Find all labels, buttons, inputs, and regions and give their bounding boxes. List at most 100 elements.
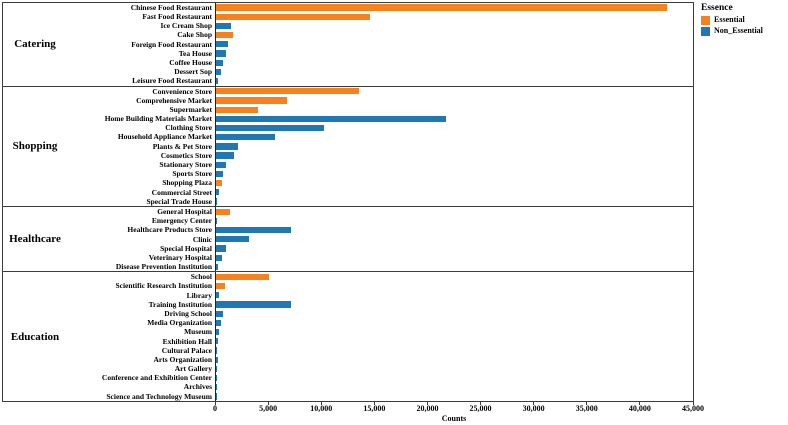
bar-track — [215, 141, 693, 151]
category-row: Household Appliance Market — [67, 132, 693, 142]
x-tick: 0 — [213, 402, 217, 414]
category-row: Convenience Store — [67, 86, 693, 96]
bar-non_essential — [216, 161, 226, 168]
bar-track — [215, 12, 693, 22]
x-tick-label: 25,000 — [469, 404, 492, 413]
category-row: Exhibition Hall — [67, 336, 693, 346]
category-label: Special Hospital — [160, 243, 212, 253]
x-tick: 35,000 — [576, 402, 598, 414]
bar-track — [215, 114, 693, 124]
category-row: Shopping Plaza — [67, 178, 693, 188]
category-row: Conference and Exhibition Center — [67, 373, 693, 383]
x-tick: 25,000 — [470, 402, 492, 414]
bar-non_essential — [216, 254, 222, 261]
bar-track — [215, 309, 693, 319]
category-row: Ice Cream Shop — [67, 21, 693, 31]
x-tick-mark — [639, 402, 641, 405]
category-label: Tea House — [178, 48, 212, 58]
bar-track — [215, 58, 693, 68]
bar-track — [215, 169, 693, 179]
bar-track — [215, 30, 693, 40]
x-tick: 45,000 — [682, 402, 704, 414]
bar-track — [215, 336, 693, 346]
bar-essential — [216, 180, 223, 187]
bar-track — [215, 253, 693, 263]
bar-non_essential — [216, 77, 219, 85]
category-label: Emergency Center — [151, 216, 212, 226]
category-row: Arts Organization — [67, 355, 693, 365]
x-tick: 30,000 — [523, 402, 545, 414]
category-label: Convenience Store — [152, 86, 212, 96]
category-row: Foreign Food Restaurant — [67, 39, 693, 49]
bar-non_essential — [216, 393, 217, 400]
x-tick-mark — [320, 402, 322, 405]
category-row: Emergency Center — [67, 216, 693, 226]
category-label: Driving School — [164, 308, 212, 318]
category-row: Science and Technology Museum — [67, 391, 693, 402]
category-label: Foreign Food Restaurant — [131, 39, 212, 49]
bar-essential — [216, 13, 370, 20]
bar-non_essential — [216, 68, 222, 76]
group-rows: General Hospital Emergency Center Healthca… — [67, 207, 693, 272]
non_essential-swatch — [701, 27, 710, 36]
category-label: Clinic — [192, 234, 212, 244]
bar-non_essential — [216, 152, 235, 159]
category-label: Sports Store — [172, 169, 212, 179]
bar-essential — [216, 32, 233, 39]
category-label: Coffee House — [169, 57, 212, 67]
group-label: Healthcare — [9, 233, 61, 246]
x-tick: 15,000 — [363, 402, 385, 414]
bar-track — [215, 234, 693, 244]
category-label: Exhibition Hall — [162, 336, 212, 346]
category-label: Healthcare Products Store — [127, 225, 212, 235]
category-row: Library — [67, 290, 693, 300]
category-label: Conference and Exhibition Center — [101, 373, 212, 383]
bar-track — [215, 299, 693, 310]
bar-track — [215, 76, 693, 86]
x-tick-label: 15,000 — [363, 404, 386, 413]
category-row: Stationary Store — [67, 160, 693, 170]
bar-essential — [216, 283, 225, 290]
bar-essential — [216, 106, 259, 113]
category-row: Museum — [67, 327, 693, 337]
category-label: Science and Technology Museum — [106, 391, 212, 401]
category-label: Stationary Store — [159, 160, 212, 170]
category-row: Chinese Food Restaurant — [67, 3, 693, 13]
category-label: Household Appliance Market — [117, 132, 212, 142]
bar-track — [215, 3, 693, 13]
x-tick-mark — [586, 402, 588, 405]
x-tick: 20,000 — [416, 402, 438, 414]
bar-track — [215, 150, 693, 161]
bar-track — [215, 318, 693, 328]
category-label: Fast Food Restaurant — [142, 12, 212, 22]
bar-track — [215, 262, 693, 272]
bar-non_essential — [216, 22, 231, 30]
group-label: Catering — [14, 38, 56, 51]
group-section: Shopping Convenience Store Comprehensive M… — [3, 86, 693, 208]
x-tick-mark — [214, 402, 216, 405]
bar-non_essential — [216, 50, 226, 57]
group-rows: Convenience Store Comprehensive Market Sup… — [67, 86, 693, 207]
category-label: Library — [186, 290, 212, 300]
x-axis-ticks: 0 5,000 10,000 15,000 20,000 25,000 30,000 35,0… — [213, 402, 704, 416]
category-row: Disease Prevention Institution — [67, 262, 693, 272]
bar-track — [215, 327, 693, 337]
bar-track — [215, 272, 693, 282]
group-label: Education — [10, 330, 60, 343]
bar-track — [215, 67, 693, 77]
x-tick-label: 5,000 — [259, 404, 278, 413]
category-label: Plants & Pet Store — [152, 141, 212, 151]
bar-essential — [216, 97, 288, 104]
bar-non_essential — [216, 226, 292, 234]
category-row: Dessert Sop — [67, 67, 693, 77]
category-label: Supermarket — [169, 104, 213, 114]
x-tick: 5,000 — [259, 402, 277, 414]
x-tick-label: 40,000 — [628, 404, 651, 413]
category-row: Special Trade House — [67, 196, 693, 207]
category-label: Leisure Food Restaurant — [132, 76, 212, 86]
bar-non_essential — [216, 41, 228, 48]
x-tick-mark — [480, 402, 482, 405]
x-tick-label: 10,000 — [310, 404, 333, 413]
x-tick-mark — [373, 402, 375, 405]
x-tick-label: 20,000 — [416, 404, 439, 413]
